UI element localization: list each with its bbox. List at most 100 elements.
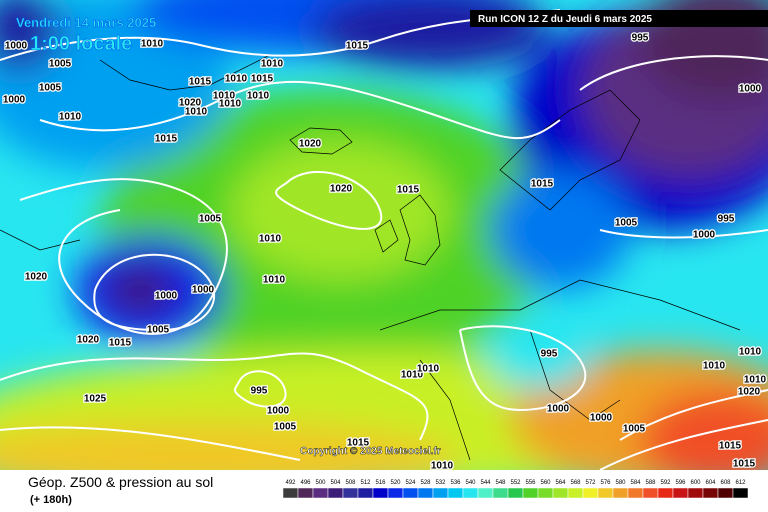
isobar-label: 995 — [541, 349, 558, 360]
legend-swatch — [642, 487, 659, 499]
legend-swatch — [522, 487, 539, 499]
isobar-label: 1010 — [141, 39, 164, 50]
isobar-label: 1005 — [147, 325, 170, 336]
legend-swatch — [732, 487, 749, 499]
legend-label: 540 — [465, 480, 476, 486]
isobar-label: 995 — [251, 386, 268, 397]
legend-swatch — [672, 487, 689, 499]
isobar-label: 1015 — [733, 459, 756, 470]
copyright: Copyright © 2025 Meteociel.fr — [300, 446, 441, 457]
isobar-label: 1010 — [225, 74, 248, 85]
isobar-label: 1005 — [199, 214, 222, 225]
isobar-label: 1005 — [274, 422, 297, 433]
coastlines — [0, 54, 741, 461]
footer-lead: (+ 180h) — [30, 494, 72, 506]
legend-swatch — [582, 487, 599, 499]
valid-date: Vendredi 14 mars 2025 — [16, 15, 156, 30]
legend-label: 528 — [420, 480, 431, 486]
isobar-label: 1010 — [185, 107, 208, 118]
isobar-label: 1010 — [703, 361, 726, 372]
legend-swatch — [357, 487, 374, 499]
legend-label: 604 — [705, 480, 716, 486]
legend-label: 564 — [555, 480, 566, 486]
isobar-label: 1005 — [49, 59, 72, 70]
legend-label: 548 — [495, 480, 506, 486]
valid-time: 1:00 locale — [30, 33, 132, 55]
isobar-label: 1015 — [189, 77, 212, 88]
legend-label: 532 — [435, 480, 446, 486]
isobar-label: 1015 — [397, 185, 420, 196]
legend-swatch — [702, 487, 719, 499]
legend-swatch — [327, 487, 344, 499]
legend-label: 596 — [675, 480, 686, 486]
isobar-label: 1005 — [39, 83, 62, 94]
legend-label: 512 — [360, 480, 371, 486]
isobar-label: 1020 — [77, 335, 100, 346]
color-legend: 492 496 500 504 508 512 516 520 524 528 532 536 540 5… — [282, 480, 749, 499]
legend-swatch — [552, 487, 569, 499]
legend-swatch — [507, 487, 524, 499]
isobar-label: 1015 — [155, 134, 178, 145]
isobar-label: 1000 — [547, 404, 570, 415]
legend-swatch — [312, 487, 329, 499]
legend-label: 516 — [375, 480, 386, 486]
isobar-label: 1000 — [3, 95, 26, 106]
legend-label: 504 — [330, 480, 341, 486]
isobar-label: 1000 — [590, 413, 613, 424]
legend-label: 608 — [720, 480, 731, 486]
isobar-label: 1020 — [738, 387, 761, 398]
legend-label: 584 — [630, 480, 641, 486]
isobar-label: 1000 — [693, 230, 716, 241]
isobar-label: 1010 — [744, 375, 767, 386]
legend-swatch — [297, 487, 314, 499]
legend-swatch — [567, 487, 584, 499]
legend-label: 612 — [735, 480, 746, 486]
isobar-label: 1015 — [347, 438, 370, 449]
legend-swatch — [387, 487, 404, 499]
legend-label: 576 — [600, 480, 611, 486]
run-banner — [470, 10, 768, 27]
isobar-label: 1020 — [299, 139, 322, 150]
legend-swatch — [447, 487, 464, 499]
isobar-label: 1015 — [531, 179, 554, 190]
legend-label: 572 — [585, 480, 596, 486]
legend-label: 580 — [615, 480, 626, 486]
legend-label: 560 — [540, 480, 551, 486]
isobar-label: 1000 — [267, 406, 290, 417]
isobar-label: 995 — [718, 214, 735, 225]
isobar-label: 1025 — [84, 394, 107, 405]
isobar-label: 1020 — [330, 184, 353, 195]
isobar-label: 1010 — [261, 59, 284, 70]
legend-swatch — [402, 487, 419, 499]
legend-label: 544 — [480, 480, 491, 486]
legend-swatch — [597, 487, 614, 499]
legend-swatch — [657, 487, 674, 499]
isobar-label: 1015 — [251, 74, 274, 85]
legend-swatch — [717, 487, 734, 499]
isobar-label: 1010 — [739, 347, 762, 358]
legend-swatch — [432, 487, 449, 499]
isobar-label: 1020 — [25, 272, 48, 283]
legend-label: 508 — [345, 480, 356, 486]
legend-label: 600 — [690, 480, 701, 486]
legend-label: 524 — [405, 480, 416, 486]
legend-label: 492 — [285, 480, 296, 486]
run-info: Run ICON 12 Z du Jeudi 6 mars 2025 — [478, 14, 652, 25]
isobar-label: 1010 — [263, 275, 286, 286]
isobar-label: 1015 — [109, 338, 132, 349]
isobar-label: 1010 — [219, 99, 242, 110]
legend-label: 500 — [315, 480, 326, 486]
legend-label: 552 — [510, 480, 521, 486]
legend-label: 556 — [525, 480, 536, 486]
isobar-label: 1000 — [155, 291, 178, 302]
isobar-label: 1000 — [739, 84, 762, 95]
isobar-label: 1010 — [401, 370, 424, 381]
legend-label: 536 — [450, 480, 461, 486]
legend-label: 568 — [570, 480, 581, 486]
footer-title: Géop. Z500 & pression au sol — [28, 474, 213, 490]
legend-label: 588 — [645, 480, 656, 486]
legend-label: 496 — [300, 480, 311, 486]
isobar-label: 1015 — [719, 441, 742, 452]
